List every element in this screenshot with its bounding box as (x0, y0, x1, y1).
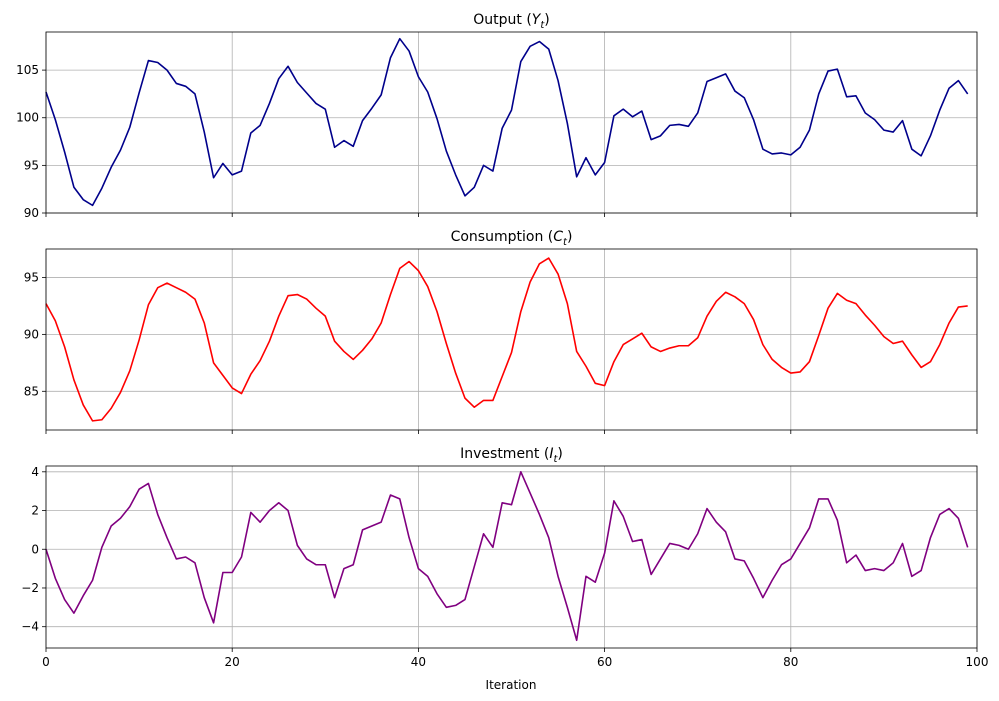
output-y-tick-label: 105 (16, 63, 39, 77)
consumption-axes-frame (45, 248, 978, 431)
output-y-tick-label: 100 (16, 111, 39, 125)
output-panel: 90 95 100 105 Output (Yt) (16, 12, 978, 220)
x-axis-label: Iteration (486, 678, 537, 692)
output-title: Output (Yt) (473, 12, 550, 31)
investment-x-tick-label: 60 (597, 655, 612, 669)
investment-y-tick-label: 4 (31, 465, 39, 479)
investment-y-tick-label: −2 (21, 581, 39, 595)
consumption-panel: 85 90 95 Consumption (Ct) (24, 229, 978, 434)
consumption-y-tick-label: 90 (24, 327, 39, 341)
investment-x-tick-label: 40 (411, 655, 426, 669)
subplots: 90 95 100 105 Output (Yt) 85 90 95 Consumption (… (16, 12, 988, 669)
consumption-y-tick-label: 85 (24, 384, 39, 398)
consumption-series-line (45, 257, 968, 422)
output-series-line (45, 37, 969, 207)
investment-series-line (45, 471, 969, 642)
investment-y-tick-label: 2 (31, 504, 39, 518)
output-y-tick-label: 90 (24, 206, 39, 220)
investment-y-tick-label: 0 (31, 542, 39, 556)
investment-x-tick-label: 0 (42, 655, 50, 669)
investment-x-tick-label: 100 (966, 655, 989, 669)
consumption-title: Consumption (Ct) (451, 229, 573, 248)
consumption-y-tick-label: 95 (24, 270, 39, 284)
output-axes-frame (45, 31, 978, 214)
investment-title: Investment (It) (460, 446, 563, 465)
investment-axes-frame (45, 465, 978, 649)
investment-x-tick-label: 80 (783, 655, 798, 669)
output-y-tick-label: 95 (24, 158, 39, 172)
investment-y-tick-label: −4 (21, 620, 39, 634)
investment-x-tick-label: 20 (225, 655, 240, 669)
